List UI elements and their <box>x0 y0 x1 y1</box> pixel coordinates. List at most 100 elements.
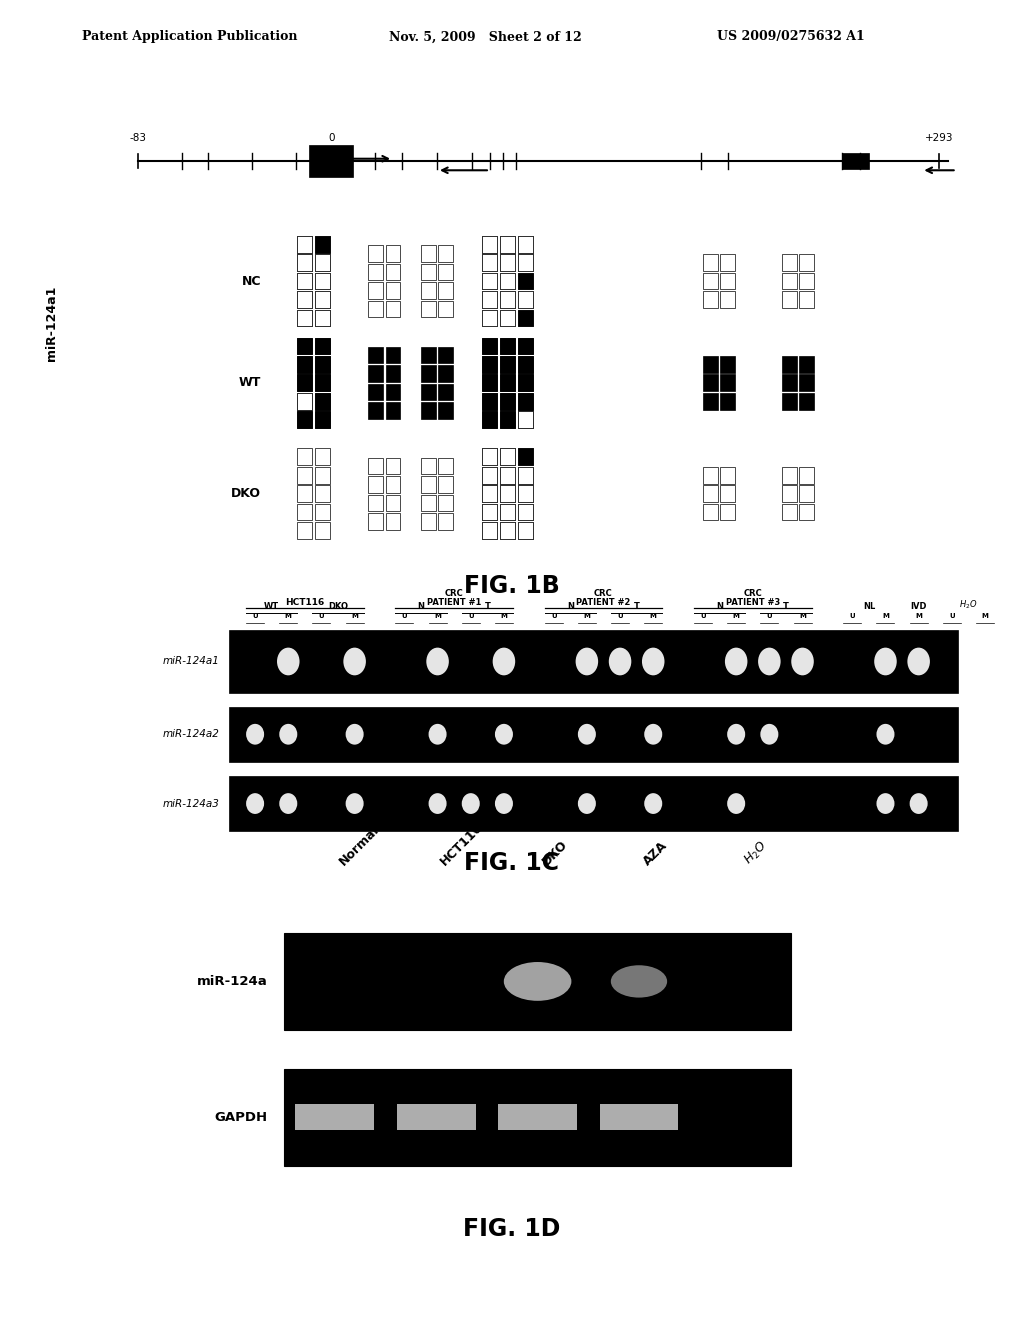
Text: M: M <box>982 612 988 619</box>
Text: HCT116: HCT116 <box>438 821 485 869</box>
Text: N: N <box>567 602 573 611</box>
Text: U: U <box>850 612 855 619</box>
Bar <box>368 301 383 317</box>
Bar <box>421 366 436 381</box>
Bar <box>482 486 498 502</box>
Text: DKO: DKO <box>540 838 570 869</box>
Text: NL: NL <box>863 602 876 611</box>
Bar <box>297 375 312 391</box>
Bar <box>438 366 454 381</box>
Bar <box>500 236 515 252</box>
Bar <box>842 153 868 169</box>
Bar <box>385 384 400 400</box>
Bar <box>702 486 718 502</box>
Bar <box>482 356 498 372</box>
Text: miR-124a: miR-124a <box>197 975 267 987</box>
Text: -83: -83 <box>129 132 146 143</box>
Text: CRC: CRC <box>743 589 762 598</box>
Bar <box>482 292 498 308</box>
Ellipse shape <box>346 793 364 814</box>
Bar <box>720 356 735 372</box>
Text: U: U <box>949 612 954 619</box>
Bar <box>482 310 498 326</box>
Text: WT: WT <box>239 376 261 389</box>
Ellipse shape <box>642 648 665 676</box>
Bar <box>517 412 532 428</box>
Bar <box>517 310 532 326</box>
Text: WT: WT <box>264 602 280 611</box>
Ellipse shape <box>495 793 513 814</box>
Bar <box>315 255 330 271</box>
Bar <box>517 393 532 409</box>
Bar <box>315 412 330 428</box>
Bar <box>720 255 735 271</box>
Bar <box>315 338 330 354</box>
Ellipse shape <box>974 648 996 676</box>
Text: $H_2O$: $H_2O$ <box>741 838 770 869</box>
Text: GAPDH: GAPDH <box>214 1110 267 1123</box>
Bar <box>500 292 515 308</box>
Text: IVD: IVD <box>910 602 927 611</box>
Bar <box>500 356 515 372</box>
Bar <box>500 504 515 520</box>
Ellipse shape <box>462 793 480 814</box>
Bar <box>315 356 330 372</box>
Bar <box>482 412 498 428</box>
Bar <box>517 310 532 326</box>
Bar <box>297 310 312 326</box>
Bar <box>482 356 498 372</box>
Bar <box>517 523 532 539</box>
Bar <box>438 384 454 400</box>
Bar <box>781 486 797 502</box>
Text: U: U <box>551 612 556 619</box>
Text: T: T <box>783 602 788 611</box>
Bar <box>482 504 498 520</box>
Bar <box>482 467 498 483</box>
Bar <box>315 273 330 289</box>
Bar <box>781 255 797 271</box>
Bar <box>385 495 400 511</box>
Bar <box>500 273 515 289</box>
Bar <box>500 486 515 502</box>
Bar <box>297 273 312 289</box>
Bar <box>500 449 515 465</box>
Bar <box>297 449 312 465</box>
Bar <box>297 504 312 520</box>
Bar <box>421 513 436 529</box>
Bar <box>781 292 797 308</box>
Bar <box>702 504 718 520</box>
Text: Patent Application Publication: Patent Application Publication <box>82 30 297 44</box>
Bar <box>500 504 515 520</box>
Ellipse shape <box>575 648 598 676</box>
Bar <box>517 375 532 391</box>
Bar <box>800 467 814 483</box>
Text: M: M <box>434 612 441 619</box>
Bar <box>368 347 383 363</box>
Bar <box>517 523 532 539</box>
Bar <box>517 273 532 289</box>
Bar <box>482 393 498 409</box>
Ellipse shape <box>609 648 632 676</box>
Bar <box>482 486 498 502</box>
Bar <box>368 282 383 298</box>
Bar <box>297 338 312 354</box>
Bar <box>385 301 400 317</box>
Text: 0: 0 <box>328 132 335 143</box>
Bar <box>315 449 330 465</box>
Bar <box>315 393 330 409</box>
Bar <box>315 504 330 520</box>
Text: U: U <box>617 612 623 619</box>
Bar <box>368 495 383 511</box>
Bar <box>600 1105 679 1130</box>
Bar <box>315 310 330 326</box>
Bar <box>482 504 498 520</box>
Ellipse shape <box>493 648 515 676</box>
Text: FIG. 1B: FIG. 1B <box>464 574 560 598</box>
Bar <box>800 486 814 502</box>
Text: U: U <box>767 612 772 619</box>
Bar <box>702 375 718 391</box>
Bar <box>800 504 814 520</box>
Bar <box>482 393 498 409</box>
Bar <box>482 338 498 354</box>
Bar <box>297 412 312 428</box>
